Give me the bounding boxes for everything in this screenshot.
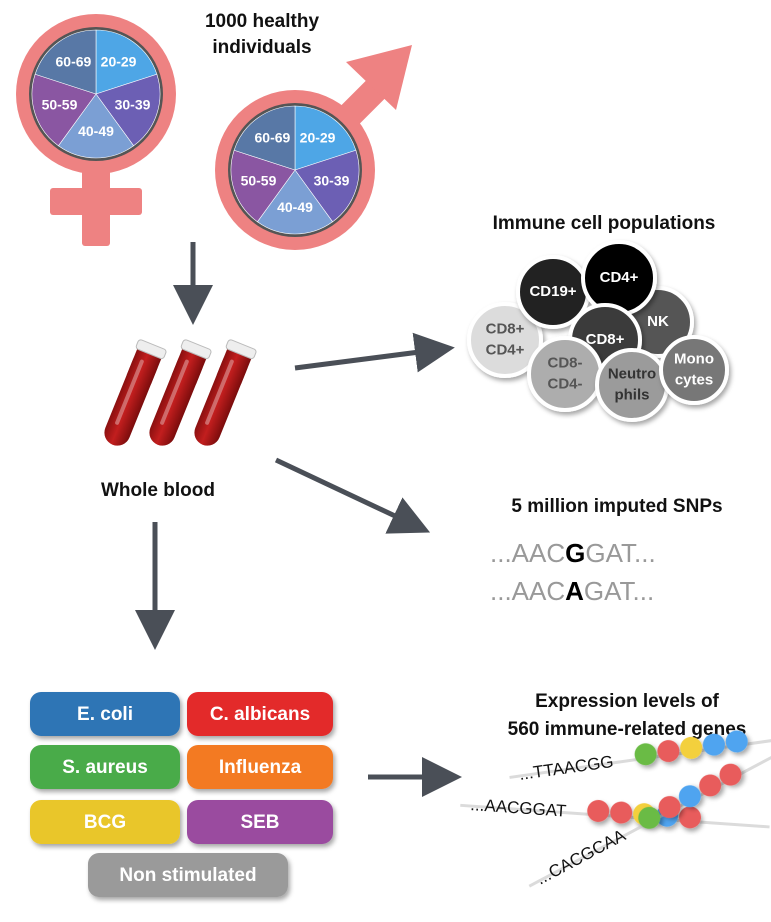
stimulus-s-aureus: S. aureus: [30, 745, 180, 789]
gene-sequence: ...AACGGAT: [470, 795, 567, 821]
expression-dot: [587, 799, 610, 822]
cell-monocytes: Mono cytes: [659, 335, 729, 405]
stimulus-non-stimulated: Non stimulated: [88, 853, 288, 897]
individuals-title-line1: 1000 healthy: [205, 11, 319, 32]
pie-slice-20-29: [294, 105, 357, 171]
test-tube: [149, 339, 212, 446]
stimulus-label: Non stimulated: [119, 865, 256, 886]
pie-slice-40-49: [256, 169, 334, 235]
stimulus-e-coli: E. coli: [30, 692, 180, 736]
expression-dot: [719, 763, 742, 786]
expression-title-line1: Expression levels of: [535, 691, 719, 712]
pie-slice-40-49: [57, 93, 135, 159]
age-label: 50-59: [42, 97, 78, 113]
cell-cd8cd4: CD8+ CD4+: [467, 302, 543, 378]
age-label: 40-49: [78, 123, 114, 139]
snp-suffix: GAT...: [584, 576, 654, 606]
pie-slice-50-59: [230, 149, 296, 223]
snp-prefix: ...AAC: [490, 538, 565, 568]
stimulus-label: SEB: [240, 812, 279, 833]
snp-sequence: ...AACAGAT...: [490, 576, 654, 606]
age-label: 60-69: [255, 130, 291, 146]
stimulus-label: S. aureus: [62, 757, 148, 778]
gene-expression-strands: ...TTAACGG ...AACGGAT ...CACGCAA: [460, 730, 771, 889]
age-label: 20-29: [101, 54, 137, 70]
cell-label: phils: [614, 386, 649, 403]
whole-blood-label: Whole blood: [101, 480, 215, 501]
test-tube: [194, 339, 257, 446]
expression-dot: [702, 733, 725, 756]
expression-dot: [634, 743, 657, 766]
expression-dot: [658, 796, 681, 819]
stimulus-seb: SEB: [187, 800, 333, 844]
gene-sequence: ...CACGCAA: [533, 825, 629, 888]
cell-neutrophils: Neutro phils: [595, 348, 669, 422]
age-label: 30-39: [314, 173, 350, 189]
age-label: 20-29: [300, 130, 336, 146]
cell-label: CD8-: [547, 354, 582, 371]
snp-sequences: ...AACGGAT......AACAGAT...: [490, 538, 656, 606]
snp-title: 5 million imputed SNPs: [511, 496, 722, 517]
expression-dot: [699, 774, 722, 797]
expression-dot: [679, 806, 702, 829]
immune-cell-cluster: CD8+CD4+CD19+NKCD4+CD8+CD8-CD4-Neutrophi…: [467, 240, 729, 422]
cell-label: CD4+: [600, 269, 639, 286]
cell-label: CD19+: [529, 283, 576, 300]
cell-label: CD8+: [586, 331, 625, 348]
stimulus-influenza: Influenza: [187, 745, 333, 789]
pie-slice-60-69: [233, 105, 296, 171]
snp-sequence: ...AACGGAT...: [490, 538, 656, 568]
cell-label: NK: [647, 313, 669, 330]
stimulus-label: C. albicans: [210, 704, 310, 725]
pie-slice-50-59: [31, 73, 97, 147]
cell-label: Mono: [674, 350, 714, 367]
expression-dot: [678, 785, 701, 808]
expression-dot: [725, 730, 748, 753]
stimuli-panel: E. coli C. albicans S. aureus Influenza BCG S…: [30, 692, 333, 897]
age-label: 30-39: [115, 97, 151, 113]
stimulus-label: E. coli: [77, 704, 133, 725]
snp-prefix: ...AAC: [490, 576, 565, 606]
cell-label: CD4+: [486, 341, 525, 358]
snp-allele: A: [565, 576, 584, 606]
cell-label: CD8+: [486, 320, 525, 337]
snp-allele: G: [565, 538, 585, 568]
expression-dot: [638, 806, 661, 829]
stimulus-label: BCG: [84, 812, 126, 833]
gene-sequence: ...TTAACGG: [518, 752, 615, 784]
stimulus-c-albicans: C. albicans: [187, 692, 333, 736]
arrow-to-cells: [294, 332, 455, 373]
expression-dot: [610, 801, 633, 824]
cell-label: CD4-: [547, 375, 582, 392]
pie-slice-30-39: [294, 149, 360, 223]
immune-title: Immune cell populations: [493, 213, 716, 234]
pie-slice-20-29: [95, 29, 158, 95]
cell-cd4: CD4+: [581, 240, 657, 316]
age-label: 60-69: [56, 54, 92, 70]
age-label: 40-49: [277, 199, 313, 215]
cell-label: Neutro: [608, 365, 656, 382]
arrow-to-snps: [274, 457, 431, 534]
cell-label: cytes: [675, 371, 713, 388]
expression-dot: [657, 740, 680, 763]
pie-slice-30-39: [95, 73, 161, 147]
pie-slice-60-69: [34, 29, 97, 95]
stimulus-label: Influenza: [219, 757, 302, 778]
snp-suffix: GAT...: [585, 538, 655, 568]
stimulus-bcg: BCG: [30, 800, 180, 844]
blood-tubes: [104, 339, 257, 446]
cell-cd8cd4: CD8- CD4-: [527, 336, 603, 412]
age-label: 50-59: [241, 173, 277, 189]
expression-title-line2: 560 immune-related genes: [508, 719, 747, 740]
cell-cd19: CD19+: [516, 255, 590, 329]
test-tube: [104, 339, 167, 446]
individuals-title-line2: individuals: [212, 37, 311, 58]
expression-dot: [680, 736, 703, 759]
